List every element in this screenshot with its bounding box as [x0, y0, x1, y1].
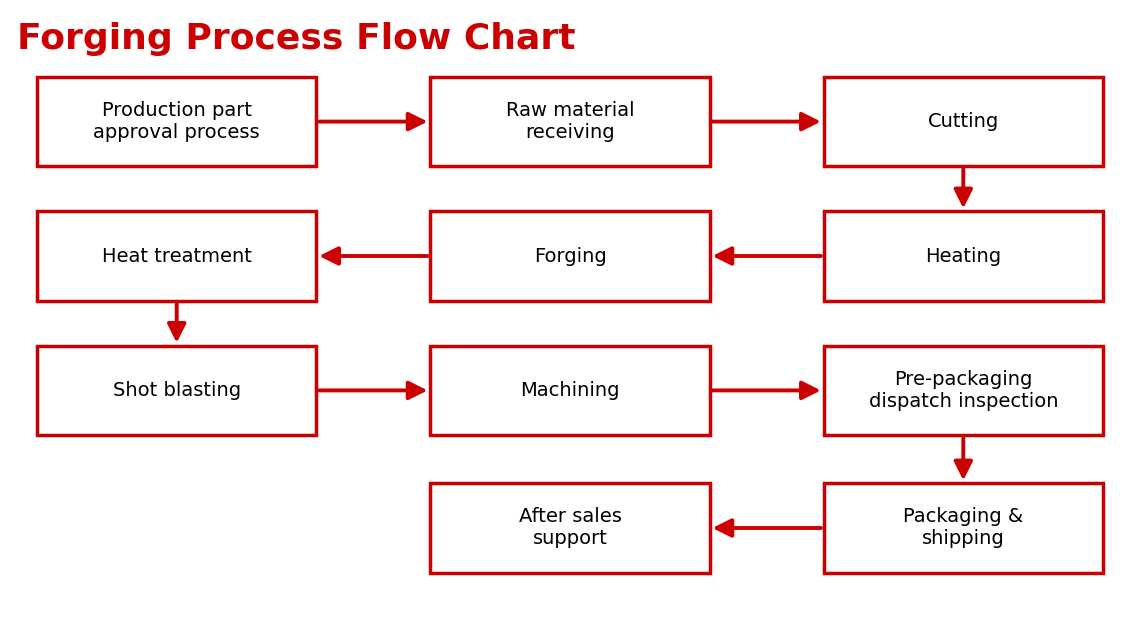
FancyBboxPatch shape: [431, 77, 709, 166]
FancyBboxPatch shape: [823, 211, 1102, 301]
FancyBboxPatch shape: [36, 346, 316, 435]
Text: Cutting: Cutting: [928, 112, 999, 131]
Text: After sales
support: After sales support: [519, 508, 621, 548]
Text: Packaging &
shipping: Packaging & shipping: [903, 508, 1024, 548]
FancyBboxPatch shape: [431, 483, 709, 573]
FancyBboxPatch shape: [823, 77, 1102, 166]
Text: Heating: Heating: [926, 246, 1001, 266]
Text: Machining: Machining: [520, 381, 620, 400]
Text: Pre-packaging
dispatch inspection: Pre-packaging dispatch inspection: [869, 370, 1058, 411]
FancyBboxPatch shape: [823, 483, 1102, 573]
FancyBboxPatch shape: [36, 77, 316, 166]
Text: Heat treatment: Heat treatment: [101, 246, 252, 266]
Text: Raw material
receiving: Raw material receiving: [506, 101, 634, 142]
FancyBboxPatch shape: [431, 211, 709, 301]
Text: Shot blasting: Shot blasting: [113, 381, 241, 400]
Text: Production part
approval process: Production part approval process: [93, 101, 260, 142]
FancyBboxPatch shape: [431, 346, 709, 435]
FancyBboxPatch shape: [823, 346, 1102, 435]
Text: Forging: Forging: [534, 246, 606, 266]
FancyBboxPatch shape: [36, 211, 316, 301]
Text: Forging Process Flow Chart: Forging Process Flow Chart: [17, 22, 576, 56]
